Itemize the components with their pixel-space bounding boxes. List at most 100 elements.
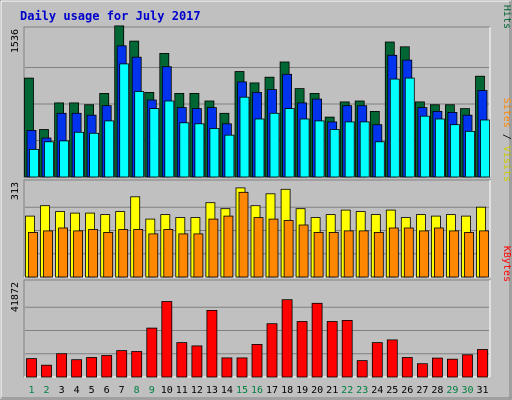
x-tick-label: 11 bbox=[176, 385, 188, 396]
chart-panels: 1536 Pages / Files / Hits 313 Sites / Visit… bbox=[10, 0, 512, 378]
bar-sites-21 bbox=[328, 231, 339, 278]
bar-pages-16 bbox=[254, 118, 265, 178]
series-legend: Pages / Files / Hits bbox=[501, 0, 512, 29]
x-tick-label: 9 bbox=[149, 385, 155, 396]
bar-kbytes-19 bbox=[296, 321, 308, 378]
bar-pages-6 bbox=[104, 120, 115, 178]
panel-kbytes: 41872 KBytes bbox=[10, 246, 512, 378]
bar-kbytes-5 bbox=[86, 357, 97, 378]
bar-pages-12 bbox=[194, 123, 205, 178]
bar-kbytes-9 bbox=[146, 327, 158, 378]
x-tick-label: 20 bbox=[311, 385, 323, 396]
bar-sites-19 bbox=[298, 224, 309, 278]
bar-pages-23 bbox=[359, 121, 370, 178]
bar-pages-15 bbox=[239, 96, 250, 178]
bar-pages-4 bbox=[74, 131, 84, 178]
x-tick-label: 26 bbox=[401, 385, 413, 396]
bar-kbytes-7 bbox=[116, 350, 128, 378]
x-tick-label: 10 bbox=[161, 385, 173, 396]
bar-sites-1 bbox=[28, 231, 38, 278]
bar-pages-28 bbox=[434, 118, 445, 178]
bar-pages-1 bbox=[29, 148, 39, 178]
bar-kbytes-24 bbox=[371, 342, 383, 378]
bar-pages-17 bbox=[269, 112, 280, 178]
legend-entry: Sites bbox=[501, 98, 512, 128]
bar-sites-2 bbox=[43, 230, 53, 278]
bar-sites-17 bbox=[268, 218, 279, 278]
x-tick-label: 7 bbox=[119, 385, 125, 396]
bar-kbytes-26 bbox=[401, 357, 413, 378]
bar-sites-20 bbox=[313, 231, 324, 278]
bar-sites-29 bbox=[448, 230, 459, 278]
bar-pages-27 bbox=[419, 115, 430, 178]
bar-kbytes-17 bbox=[266, 323, 278, 378]
bar-pages-21 bbox=[329, 129, 340, 178]
bar-kbytes-2 bbox=[41, 364, 52, 378]
bar-kbytes-23 bbox=[356, 360, 368, 378]
bar-sites-23 bbox=[358, 230, 369, 278]
bar-kbytes-21 bbox=[326, 321, 338, 378]
bar-sites-24 bbox=[373, 231, 384, 278]
y-max-label: 313 bbox=[10, 182, 21, 200]
bar-kbytes-14 bbox=[221, 357, 233, 378]
bar-pages-18 bbox=[284, 108, 295, 178]
bar-sites-18 bbox=[283, 220, 294, 278]
bar-pages-7 bbox=[119, 63, 130, 178]
bar-pages-19 bbox=[299, 118, 310, 178]
bar-kbytes-1 bbox=[26, 358, 37, 378]
legend-entry: / bbox=[501, 128, 512, 146]
bar-pages-25 bbox=[389, 78, 400, 178]
series-legend: KBytes bbox=[501, 246, 512, 282]
bar-kbytes-22 bbox=[341, 319, 353, 378]
bar-sites-5 bbox=[88, 229, 98, 278]
bar-sites-28 bbox=[433, 227, 444, 278]
bar-kbytes-20 bbox=[311, 302, 323, 378]
bar-sites-30 bbox=[464, 231, 474, 278]
bar-sites-9 bbox=[148, 233, 159, 278]
bar-kbytes-16 bbox=[251, 343, 263, 378]
x-tick-label: 3 bbox=[59, 385, 65, 396]
bar-kbytes-18 bbox=[281, 299, 293, 378]
x-tick-label: 2 bbox=[43, 385, 49, 396]
bar-pages-24 bbox=[374, 141, 385, 178]
bar-pages-13 bbox=[209, 128, 220, 178]
bar-sites-27 bbox=[418, 230, 429, 278]
x-tick-label: 13 bbox=[206, 385, 218, 396]
y-max-label: 41872 bbox=[10, 282, 21, 312]
bar-kbytes-29 bbox=[446, 358, 458, 378]
bar-kbytes-13 bbox=[206, 309, 218, 378]
x-tick-label: 31 bbox=[476, 385, 488, 396]
bar-kbytes-8 bbox=[131, 351, 143, 378]
bar-kbytes-3 bbox=[56, 353, 67, 378]
x-tick-label: 28 bbox=[431, 385, 443, 396]
bar-sites-10 bbox=[163, 229, 174, 278]
y-max-label: 1536 bbox=[10, 29, 21, 53]
x-tick-label: 14 bbox=[221, 385, 233, 396]
series-legend: Sites / Visits bbox=[501, 98, 512, 182]
bar-pages-14 bbox=[224, 134, 235, 178]
bar-kbytes-6 bbox=[101, 355, 113, 378]
bar-pages-20 bbox=[314, 120, 325, 178]
x-tick-label: 4 bbox=[74, 385, 80, 396]
legend-entry: Hits bbox=[501, 5, 512, 29]
x-tick-label: 19 bbox=[296, 385, 308, 396]
x-tick-label: 12 bbox=[191, 385, 203, 396]
bar-pages-29 bbox=[449, 124, 460, 178]
x-tick-label: 16 bbox=[251, 385, 263, 396]
bar-kbytes-30 bbox=[462, 354, 473, 378]
bar-sites-22 bbox=[343, 230, 354, 278]
bar-pages-9 bbox=[149, 108, 160, 178]
x-tick-label: 25 bbox=[386, 385, 398, 396]
bar-sites-6 bbox=[103, 231, 114, 278]
x-tick-label: 8 bbox=[134, 385, 140, 396]
bar-sites-25 bbox=[388, 227, 399, 278]
bar-kbytes-31 bbox=[477, 349, 488, 378]
x-tick-label: 1 bbox=[28, 385, 34, 396]
bar-pages-2 bbox=[44, 141, 54, 178]
bar-sites-11 bbox=[178, 233, 189, 278]
bar-pages-22 bbox=[344, 121, 355, 178]
bar-pages-8 bbox=[134, 91, 145, 178]
x-tick-label: 27 bbox=[416, 385, 428, 396]
x-tick-label: 21 bbox=[326, 385, 338, 396]
